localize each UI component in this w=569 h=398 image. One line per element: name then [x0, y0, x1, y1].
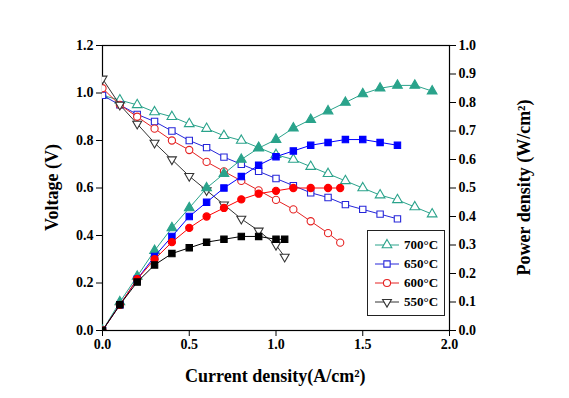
svg-text:0.3: 0.3 [459, 237, 477, 252]
svg-text:0.0: 0.0 [459, 323, 477, 338]
html-text:Current density(A/cm²): Current density(A/cm²) [185, 365, 366, 386]
svg-text:0.7: 0.7 [459, 123, 477, 138]
html-text:550°C: 550°C [404, 293, 439, 309]
svg-text:0.5: 0.5 [459, 180, 477, 195]
html-text:600°C: 600°C [404, 274, 439, 290]
svg-text:0.8: 0.8 [459, 95, 477, 110]
svg-text:1.5: 1.5 [354, 337, 372, 352]
html-text:650°C: 650°C [404, 255, 439, 271]
svg-text:1.2: 1.2 [76, 38, 94, 53]
svg-text:0.8: 0.8 [76, 133, 94, 148]
svg-text:0.1: 0.1 [459, 294, 477, 309]
svg-text:0.4: 0.4 [76, 228, 94, 243]
html-text:Power density (W/cm²): Power density (W/cm²) [513, 99, 534, 276]
svg-text:2.0: 2.0 [441, 337, 459, 352]
svg-text:0.6: 0.6 [76, 180, 94, 195]
svg-text:0.2: 0.2 [76, 275, 94, 290]
svg-text:0.9: 0.9 [459, 66, 477, 81]
html-text:700°C: 700°C [404, 236, 439, 252]
svg-text:1.0: 1.0 [76, 85, 94, 100]
svg-text:0.0: 0.0 [94, 337, 112, 352]
svg-text:1.0: 1.0 [267, 337, 285, 352]
svg-text:0.4: 0.4 [459, 209, 477, 224]
svg-text:0.6: 0.6 [459, 152, 477, 167]
svg-text:0.2: 0.2 [459, 266, 477, 281]
html-text:Voltage (V): Voltage (V) [41, 144, 62, 231]
svg-text:0.5: 0.5 [181, 337, 199, 352]
svg-text:1.0: 1.0 [459, 38, 477, 53]
svg-text:0.0: 0.0 [76, 323, 94, 338]
